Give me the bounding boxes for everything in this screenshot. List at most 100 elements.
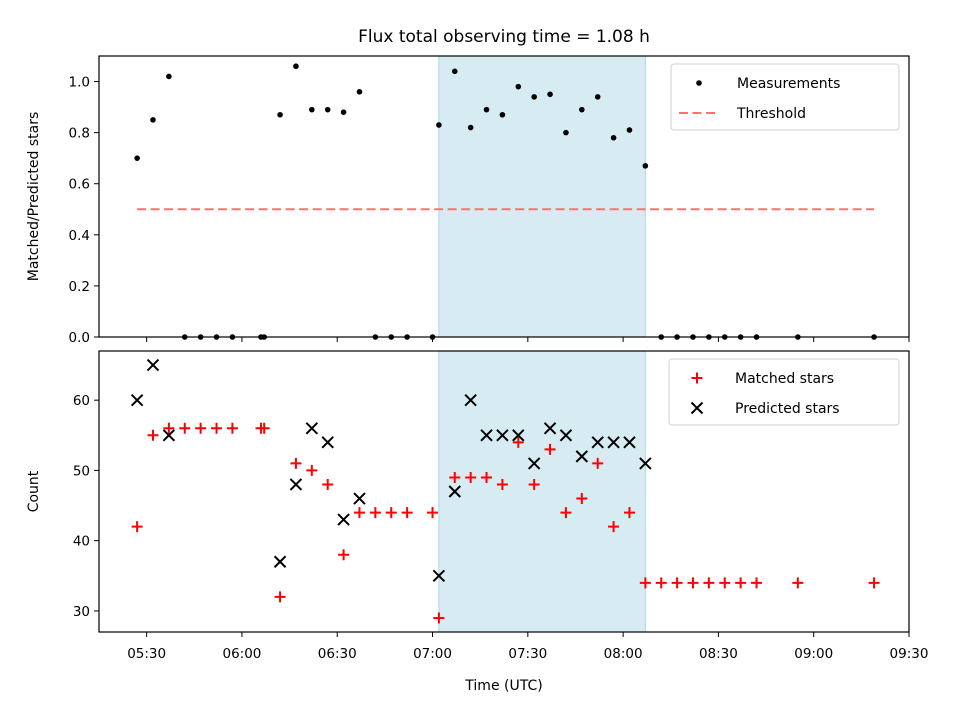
data-point [451,68,458,75]
data-point [751,577,763,589]
data-point [719,577,731,589]
data-point [543,422,557,435]
data-point [448,485,461,498]
y-tick-label: 60 [73,393,90,409]
data-point [639,457,652,470]
y-tick-label: 40 [73,534,90,550]
data-point [639,577,651,589]
legend: Matched stars Predicted stars [668,358,900,426]
data-point [512,436,524,448]
data-point [499,111,506,118]
data-point [591,436,604,449]
data-point [324,106,331,113]
data-point [338,549,350,561]
data-point [626,127,633,133]
data-point [179,422,191,434]
data-point [623,436,636,449]
data-point [353,492,366,505]
y-tick-label: 0.2 [69,279,90,295]
y-tick-label: 0.0 [69,330,90,346]
data-point [134,155,140,161]
data-point [559,429,573,442]
data-point [211,422,223,434]
data-point [401,507,413,519]
data-point [305,422,319,435]
data-point [273,555,287,568]
x-axis-label: Time (UTC) [464,678,542,694]
data-point [563,129,569,136]
x-tick-label: 06:30 [318,646,357,662]
data-point [322,478,334,490]
shaded-interval [438,55,646,338]
y-tick-label: 50 [73,463,90,479]
data-point [515,83,522,90]
data-point [528,478,540,490]
legend-label: Measurements [737,76,840,92]
data-point [226,422,238,434]
y-tick-label: 0.8 [69,126,90,142]
data-point [527,457,541,470]
data-point [496,478,508,490]
data-point [467,124,474,131]
axes-frame [98,55,910,338]
data-point [480,429,493,442]
data-point [792,577,804,589]
series-predicted-stars [130,358,652,583]
legend-box [670,63,900,131]
data-point [289,478,303,491]
data-point [623,507,635,519]
legend-label: Threshold [736,106,806,122]
data-point [369,507,381,519]
data-point [671,577,683,589]
data-point [575,450,589,463]
data-point [293,63,299,70]
data-point [531,94,537,100]
data-point [608,521,620,533]
data-point [147,429,159,441]
data-point [703,577,715,589]
data-point [868,577,880,589]
shaded-interval [438,350,646,633]
data-point [353,507,365,519]
data-point [340,109,347,115]
legend-marker [696,80,702,86]
data-point [131,521,143,533]
data-point [274,591,286,603]
legend-marker [691,372,703,384]
data-point [610,134,617,141]
data-point [150,117,156,123]
data-point [735,577,747,589]
y-axis-label: Matched/Predicted stars [26,112,42,282]
y-tick-label: 1.0 [69,75,90,91]
data-point [306,464,318,476]
data-point [449,471,461,483]
data-point [579,106,585,113]
y-tick-label: 0.6 [69,177,90,193]
data-point [290,457,302,469]
x-tick-label: 08:30 [699,646,738,662]
x-tick-label: 06:00 [222,646,261,662]
data-point [337,513,350,526]
legend-label: Matched stars [735,371,834,387]
data-point [432,569,446,583]
data-point [277,111,283,118]
data-point [544,443,556,455]
data-point [195,422,207,434]
y-axis-label: Count [26,470,42,512]
data-point [607,436,620,449]
y-tick-label: 0.4 [69,228,90,244]
data-point [592,457,604,469]
x-tick-label: 07:30 [508,646,547,662]
legend-marker [690,401,704,415]
data-point [146,358,160,372]
data-point [481,471,493,483]
data-point [547,91,553,98]
data-point [687,577,699,589]
data-point [512,429,525,442]
data-point [163,422,175,434]
data-point [642,163,649,169]
data-point [496,429,509,442]
data-point [162,429,176,442]
data-point [433,612,445,624]
